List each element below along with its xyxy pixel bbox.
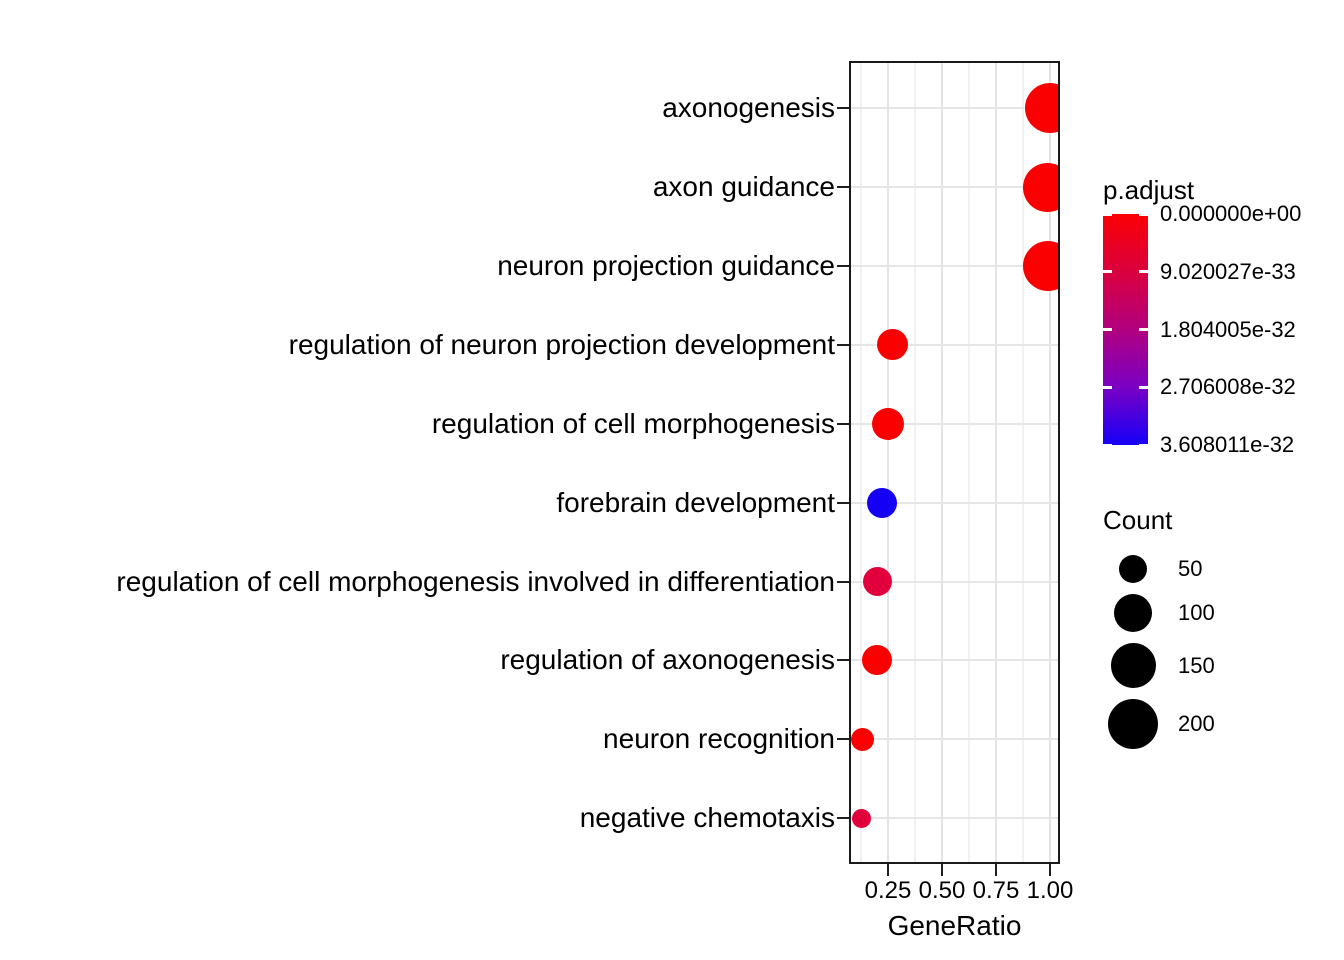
y-axis-tick bbox=[837, 580, 849, 583]
y-axis-label: regulation of cell morphogenesis bbox=[431, 407, 835, 439]
p-adjust-legend-title: p.adjust bbox=[1103, 175, 1195, 205]
data-point-5 bbox=[866, 487, 897, 518]
data-point-8 bbox=[850, 727, 874, 751]
count-legend-key bbox=[1108, 699, 1158, 750]
gridline-h-major bbox=[849, 738, 1060, 741]
data-point-9 bbox=[851, 808, 871, 828]
x-axis-tick-label: 0.50 bbox=[918, 877, 966, 904]
count-legend-label: 50 bbox=[1178, 556, 1203, 581]
y-axis-label: regulation of neuron projection developm… bbox=[288, 328, 835, 360]
p-adjust-tick-label: 1.804005e-32 bbox=[1160, 316, 1296, 342]
x-axis-tick bbox=[941, 864, 943, 876]
data-point-1 bbox=[1023, 162, 1060, 212]
gridline-h-major bbox=[849, 265, 1060, 268]
data-point-6 bbox=[862, 567, 892, 597]
colorbar-tick-right bbox=[1139, 270, 1148, 274]
data-point-0 bbox=[1025, 83, 1060, 134]
colorbar-tick-left bbox=[1103, 212, 1112, 216]
count-legend-label: 100 bbox=[1178, 600, 1215, 626]
y-axis-tick bbox=[837, 817, 849, 820]
y-axis-tick bbox=[837, 265, 849, 268]
colorbar-tick-left bbox=[1103, 385, 1112, 389]
y-axis-label: negative chemotaxis bbox=[579, 802, 835, 834]
gridline-h-major bbox=[849, 107, 1060, 110]
data-point-3 bbox=[876, 329, 908, 361]
y-axis-tick bbox=[837, 186, 849, 189]
colorbar-tick-left bbox=[1103, 328, 1112, 331]
gridline-v-minor bbox=[968, 61, 970, 864]
x-axis-tick bbox=[1049, 864, 1051, 876]
p-adjust-tick-label: 2.706008e-32 bbox=[1160, 374, 1296, 400]
gridline-h-major bbox=[849, 580, 1060, 583]
gridline-v-minor bbox=[914, 61, 916, 864]
y-axis-tick bbox=[837, 501, 849, 504]
colorbar-tick-right bbox=[1139, 328, 1148, 331]
x-axis-tick bbox=[995, 864, 997, 876]
gridline-h-major bbox=[849, 501, 1060, 504]
gridline-v-major bbox=[995, 61, 997, 864]
gridline-h-major bbox=[849, 343, 1060, 346]
count-legend-key bbox=[1110, 643, 1156, 689]
y-axis-tick bbox=[837, 343, 849, 346]
count-legend-key bbox=[1114, 594, 1152, 633]
p-adjust-tick-label: 3.608011e-32 bbox=[1160, 432, 1295, 457]
data-point-4 bbox=[872, 407, 904, 440]
gridline-h-major bbox=[849, 659, 1060, 662]
colorbar-tick-right bbox=[1139, 212, 1148, 216]
y-axis-label: neuron recognition bbox=[603, 723, 835, 755]
y-axis-tick bbox=[837, 107, 849, 110]
count-legend-key bbox=[1118, 554, 1148, 584]
x-axis-tick bbox=[887, 864, 889, 876]
x-axis-tick-label: 0.75 bbox=[972, 877, 1020, 904]
gridline-h-major bbox=[849, 817, 1060, 820]
colorbar-tick-left bbox=[1103, 443, 1112, 447]
count-legend-title: Count bbox=[1103, 505, 1173, 535]
gridline-v-major bbox=[941, 61, 943, 864]
gridline-h-major bbox=[849, 186, 1060, 189]
p-adjust-tick-label: 0.000000e+00 bbox=[1160, 201, 1302, 226]
x-axis-tick-label: 0.25 bbox=[864, 877, 912, 904]
colorbar-tick-left bbox=[1103, 270, 1112, 274]
gridline-h-major bbox=[849, 422, 1060, 425]
plot-panel bbox=[849, 61, 1060, 864]
y-axis-tick bbox=[837, 738, 849, 741]
y-axis-tick bbox=[837, 659, 849, 662]
colorbar-tick-right bbox=[1139, 385, 1148, 389]
y-axis-label: neuron projection guidance bbox=[497, 250, 835, 282]
gridline-v-major bbox=[1049, 61, 1051, 864]
x-axis-title: GeneRatio bbox=[887, 910, 1022, 941]
count-legend-label: 200 bbox=[1178, 711, 1215, 737]
p-adjust-tick-label: 9.020027e-33 bbox=[1160, 258, 1296, 284]
y-axis-label: axonogenesis bbox=[662, 92, 835, 124]
gridline-v-minor bbox=[860, 61, 862, 864]
colorbar-tick-right bbox=[1139, 443, 1148, 447]
gridline-v-major bbox=[887, 61, 889, 864]
gridline-v-minor bbox=[1022, 61, 1024, 864]
y-axis-label: axon guidance bbox=[652, 171, 835, 203]
x-axis-tick-label: 1.00 bbox=[1026, 877, 1074, 904]
data-point-7 bbox=[862, 645, 893, 676]
y-axis-label: forebrain development bbox=[556, 486, 835, 518]
data-point-2 bbox=[1022, 241, 1060, 292]
y-axis-tick bbox=[837, 422, 849, 425]
y-axis-label: regulation of axonogenesis bbox=[500, 644, 835, 676]
y-axis-label: regulation of cell morphogenesis involve… bbox=[116, 565, 835, 597]
count-legend-label: 150 bbox=[1178, 652, 1215, 678]
